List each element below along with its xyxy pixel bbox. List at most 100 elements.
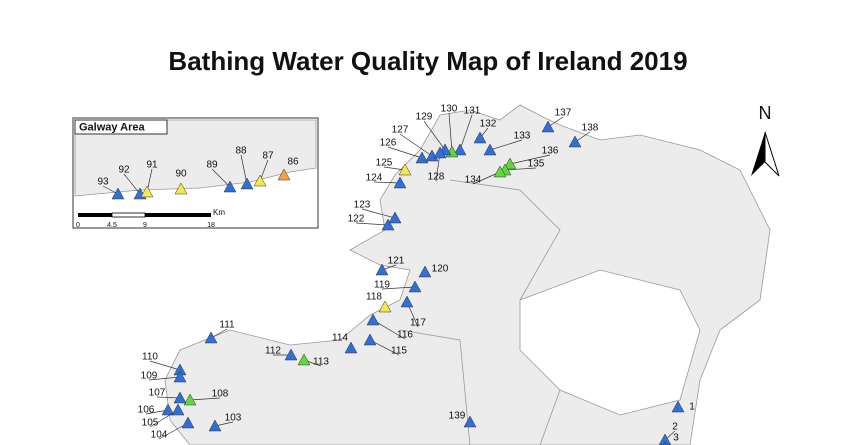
- scale-label: 18: [207, 222, 215, 229]
- site-marker: [483, 143, 497, 156]
- inset-title: Galway Area: [79, 121, 146, 133]
- site-marker: [378, 300, 392, 313]
- site-label: 114: [332, 333, 348, 344]
- site-marker: [381, 218, 395, 231]
- site-label: 131: [464, 106, 481, 117]
- site-label: 1: [689, 402, 695, 413]
- site-label: 91: [146, 160, 158, 171]
- site-label: 116: [397, 330, 413, 341]
- site-label: 127: [392, 125, 409, 136]
- site-label: 130: [441, 104, 458, 115]
- site-label: 111: [219, 320, 235, 331]
- site-label: 109: [141, 371, 158, 382]
- leader-line: [148, 376, 181, 381]
- site-marker: [181, 416, 195, 429]
- leader-line: [459, 114, 473, 151]
- site-marker: [408, 280, 422, 293]
- inset: Galway Area: [72, 117, 319, 229]
- site-label: 126: [380, 138, 397, 149]
- site-label: 124: [366, 173, 383, 184]
- leader-line: [381, 286, 416, 290]
- site-marker: [473, 131, 487, 144]
- site-marker: [375, 263, 389, 276]
- site-marker: [223, 180, 237, 193]
- site-marker: [161, 403, 175, 416]
- leader-line: [509, 154, 551, 165]
- scale-label: 9: [143, 222, 147, 229]
- site-label: 136: [542, 146, 559, 157]
- site-label: 134: [465, 175, 482, 186]
- site-marker: [393, 176, 407, 189]
- site-marker: [541, 120, 555, 133]
- site-label: 107: [149, 388, 166, 399]
- scale-unit: Km: [213, 208, 225, 217]
- site-marker: [240, 177, 254, 190]
- site-label: 119: [374, 280, 390, 291]
- land: [164, 104, 771, 445]
- site-marker: [463, 415, 477, 428]
- site-marker: [398, 163, 412, 176]
- site-label: 125: [376, 158, 393, 169]
- site-label: 89: [206, 160, 218, 171]
- site-label: 129: [416, 112, 433, 123]
- site-label: 113: [313, 357, 329, 368]
- site-label: 87: [262, 151, 274, 162]
- leader-line: [361, 208, 396, 219]
- site-label: 104: [151, 430, 168, 441]
- leader-line: [489, 139, 523, 151]
- site-marker: [277, 168, 291, 181]
- site-marker: [568, 135, 582, 148]
- site-marker: [366, 313, 380, 326]
- leader-line: [123, 173, 141, 195]
- site-marker: [671, 400, 685, 413]
- leader-line: [189, 397, 221, 401]
- site-label: 88: [235, 146, 247, 157]
- site-marker: [433, 146, 447, 159]
- site-label: 128: [428, 172, 445, 183]
- site-marker: [658, 433, 672, 445]
- site-marker: [204, 331, 218, 344]
- site-marker: [208, 419, 222, 432]
- site-label: 121: [388, 256, 405, 267]
- site-marker: [363, 333, 377, 346]
- site-label: 105: [142, 418, 159, 429]
- north-arrow: N: [751, 103, 780, 177]
- site-marker: [493, 165, 507, 178]
- site-label: 3: [673, 433, 679, 444]
- site-marker: [418, 265, 432, 278]
- leader-line: [156, 396, 181, 399]
- scale-label: 4.5: [107, 222, 117, 229]
- site-label: 118: [366, 292, 382, 303]
- site-marker: [663, 441, 667, 445]
- site-label: 112: [265, 346, 281, 357]
- site-label: 106: [138, 405, 155, 416]
- site-marker: [400, 295, 414, 308]
- site-label: 115: [391, 346, 407, 357]
- leader-line: [211, 168, 231, 188]
- site-label: 108: [212, 389, 229, 400]
- site-marker: [284, 348, 298, 361]
- site-label: 139: [449, 411, 466, 422]
- leader-line: [373, 181, 401, 184]
- site-label: 123: [354, 200, 371, 211]
- site-label: 132: [480, 119, 497, 130]
- site-marker: [171, 403, 185, 416]
- leader-line: [504, 167, 537, 171]
- site-marker: [388, 211, 402, 224]
- site-label: 2: [672, 422, 678, 433]
- site-label: 90: [175, 169, 187, 180]
- scale-label: 0: [76, 222, 80, 229]
- site-marker: [111, 187, 125, 200]
- site-marker: [173, 370, 187, 383]
- leader-line: [399, 133, 433, 157]
- site-marker: [453, 143, 467, 156]
- site-marker: [253, 174, 267, 187]
- site-marker: [174, 182, 188, 195]
- leader-line: [355, 222, 389, 226]
- site-label: 120: [432, 264, 449, 275]
- site-label: 86: [287, 157, 299, 168]
- site-label: 117: [410, 318, 426, 329]
- leader-line: [149, 360, 181, 371]
- site-marker: [503, 157, 517, 170]
